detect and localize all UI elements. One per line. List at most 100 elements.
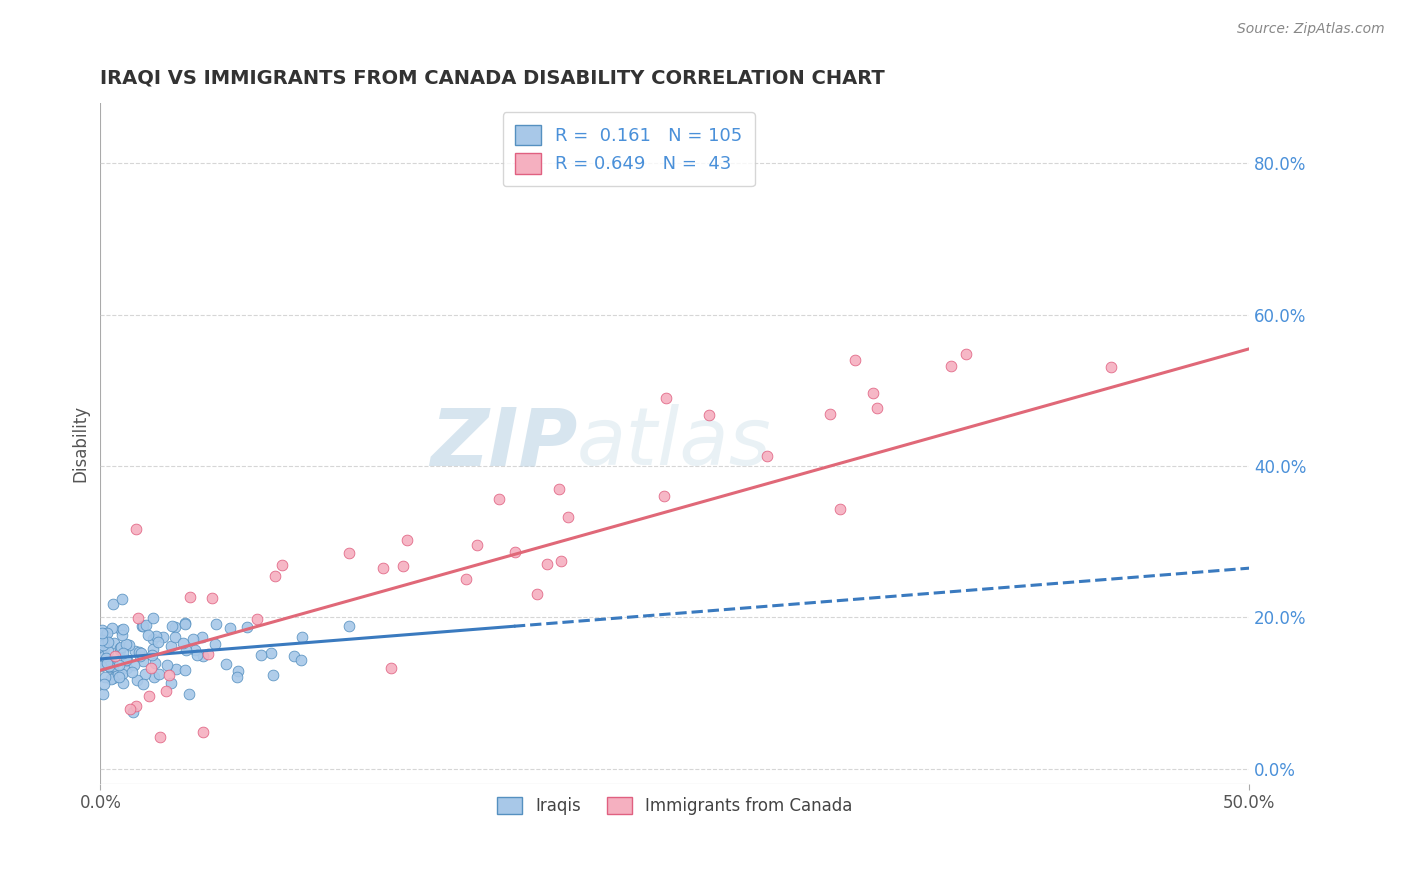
Point bbox=[103, 636, 125, 650]
Point bbox=[143, 670, 166, 684]
Point bbox=[271, 558, 294, 572]
Point bbox=[125, 698, 148, 713]
Point bbox=[866, 401, 889, 415]
Point bbox=[250, 648, 273, 662]
Point bbox=[129, 646, 152, 660]
Point bbox=[183, 632, 205, 646]
Point bbox=[98, 660, 121, 674]
Point bbox=[142, 632, 165, 646]
Point bbox=[111, 622, 134, 636]
Point bbox=[654, 490, 676, 504]
Point bbox=[174, 663, 197, 677]
Point bbox=[115, 653, 138, 667]
Point bbox=[955, 347, 977, 361]
Point bbox=[550, 554, 572, 568]
Point bbox=[108, 658, 131, 673]
Point bbox=[337, 546, 360, 560]
Point bbox=[165, 620, 187, 634]
Point bbox=[291, 631, 314, 645]
Point bbox=[91, 687, 114, 701]
Point bbox=[177, 687, 200, 701]
Point bbox=[186, 648, 208, 662]
Point bbox=[112, 646, 135, 660]
Point bbox=[160, 639, 183, 653]
Point bbox=[94, 670, 117, 684]
Point bbox=[128, 645, 150, 659]
Point bbox=[828, 502, 851, 516]
Point bbox=[111, 667, 134, 681]
Point bbox=[547, 482, 569, 496]
Point bbox=[536, 557, 558, 571]
Point bbox=[93, 640, 115, 655]
Point bbox=[197, 647, 219, 661]
Point bbox=[191, 649, 214, 664]
Point bbox=[818, 407, 841, 421]
Point bbox=[190, 630, 212, 644]
Point bbox=[124, 644, 146, 658]
Point bbox=[111, 676, 134, 690]
Point bbox=[132, 677, 155, 691]
Point bbox=[155, 684, 177, 698]
Point bbox=[90, 623, 112, 637]
Point bbox=[465, 538, 488, 552]
Point bbox=[101, 671, 124, 685]
Point bbox=[131, 619, 153, 633]
Point bbox=[128, 648, 150, 663]
Point bbox=[134, 666, 156, 681]
Point bbox=[96, 657, 118, 671]
Point bbox=[117, 661, 139, 675]
Point bbox=[141, 661, 163, 675]
Point bbox=[122, 657, 145, 672]
Point bbox=[91, 626, 114, 640]
Point bbox=[93, 649, 115, 664]
Point bbox=[174, 615, 197, 630]
Point bbox=[503, 544, 526, 558]
Point bbox=[184, 643, 207, 657]
Point bbox=[91, 635, 114, 649]
Point bbox=[94, 651, 117, 665]
Point bbox=[132, 654, 155, 668]
Point bbox=[111, 592, 134, 607]
Point bbox=[654, 391, 676, 405]
Point bbox=[121, 706, 143, 720]
Point bbox=[91, 638, 114, 652]
Point bbox=[755, 449, 778, 463]
Point bbox=[941, 359, 963, 374]
Point bbox=[1099, 360, 1122, 375]
Point bbox=[115, 637, 138, 651]
Point bbox=[557, 510, 579, 524]
Point bbox=[697, 408, 720, 422]
Point bbox=[142, 611, 165, 625]
Point bbox=[226, 664, 249, 678]
Point bbox=[94, 629, 117, 643]
Point bbox=[172, 635, 194, 649]
Point bbox=[160, 676, 183, 690]
Point bbox=[488, 492, 510, 507]
Point bbox=[93, 677, 115, 691]
Point bbox=[142, 641, 165, 656]
Point bbox=[125, 673, 148, 687]
Point bbox=[148, 635, 170, 649]
Point bbox=[117, 638, 139, 652]
Y-axis label: Disability: Disability bbox=[72, 405, 89, 482]
Point bbox=[97, 635, 120, 649]
Point bbox=[218, 621, 240, 635]
Point bbox=[96, 657, 118, 671]
Point bbox=[111, 628, 134, 642]
Point bbox=[98, 657, 121, 672]
Point bbox=[101, 657, 124, 671]
Legend: Iraqis, Immigrants from Canada: Iraqis, Immigrants from Canada bbox=[489, 789, 860, 823]
Point bbox=[108, 643, 131, 657]
Point bbox=[141, 648, 163, 662]
Point bbox=[100, 672, 122, 686]
Text: Source: ZipAtlas.com: Source: ZipAtlas.com bbox=[1237, 22, 1385, 37]
Point bbox=[96, 625, 118, 640]
Point bbox=[160, 618, 183, 632]
Point bbox=[152, 630, 174, 644]
Point bbox=[110, 640, 132, 654]
Point bbox=[290, 653, 312, 667]
Point bbox=[110, 623, 132, 637]
Point bbox=[246, 612, 269, 626]
Point bbox=[844, 352, 866, 367]
Point bbox=[159, 668, 181, 682]
